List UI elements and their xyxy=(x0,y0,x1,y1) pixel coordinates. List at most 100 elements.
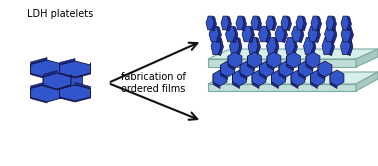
Polygon shape xyxy=(227,16,231,31)
Polygon shape xyxy=(341,37,350,55)
Polygon shape xyxy=(291,74,298,88)
Polygon shape xyxy=(330,70,344,86)
Polygon shape xyxy=(232,74,240,88)
Text: fabrication of
ordered films: fabrication of ordered films xyxy=(121,72,186,94)
Polygon shape xyxy=(266,37,276,55)
Polygon shape xyxy=(218,37,223,56)
Polygon shape xyxy=(332,26,337,43)
Polygon shape xyxy=(209,26,219,42)
Polygon shape xyxy=(318,61,332,77)
Polygon shape xyxy=(279,61,293,77)
Polygon shape xyxy=(299,61,313,77)
Polygon shape xyxy=(279,65,286,80)
Polygon shape xyxy=(206,16,214,30)
Polygon shape xyxy=(228,52,242,68)
Polygon shape xyxy=(306,56,313,71)
Polygon shape xyxy=(311,74,318,88)
Polygon shape xyxy=(31,84,64,102)
Polygon shape xyxy=(31,82,64,103)
Polygon shape xyxy=(311,70,324,86)
Polygon shape xyxy=(322,37,332,55)
Polygon shape xyxy=(221,61,234,77)
Polygon shape xyxy=(48,70,82,91)
Polygon shape xyxy=(266,16,274,30)
Polygon shape xyxy=(211,37,221,55)
Polygon shape xyxy=(341,16,349,30)
Polygon shape xyxy=(299,26,304,43)
Polygon shape xyxy=(296,16,304,30)
Polygon shape xyxy=(271,74,279,88)
Polygon shape xyxy=(282,26,288,43)
Polygon shape xyxy=(267,56,274,71)
Polygon shape xyxy=(292,37,297,56)
Polygon shape xyxy=(324,26,335,42)
Polygon shape xyxy=(208,59,356,67)
Polygon shape xyxy=(43,73,71,89)
Polygon shape xyxy=(221,65,228,80)
Polygon shape xyxy=(348,26,353,43)
Polygon shape xyxy=(216,26,222,43)
Polygon shape xyxy=(287,52,301,68)
Polygon shape xyxy=(31,58,64,79)
Polygon shape xyxy=(213,74,220,88)
Polygon shape xyxy=(304,37,313,55)
Polygon shape xyxy=(212,16,217,31)
Polygon shape xyxy=(248,37,258,55)
Polygon shape xyxy=(249,26,254,43)
Polygon shape xyxy=(311,16,319,30)
Polygon shape xyxy=(299,65,305,80)
Polygon shape xyxy=(229,37,240,55)
Polygon shape xyxy=(326,16,334,30)
Polygon shape xyxy=(275,26,285,42)
Polygon shape xyxy=(59,61,91,77)
Polygon shape xyxy=(208,84,356,91)
Polygon shape xyxy=(242,16,246,31)
Polygon shape xyxy=(251,16,259,30)
Polygon shape xyxy=(281,16,289,30)
Polygon shape xyxy=(232,70,246,86)
Polygon shape xyxy=(317,16,322,31)
Polygon shape xyxy=(260,61,273,77)
Polygon shape xyxy=(347,16,352,31)
Polygon shape xyxy=(311,37,316,56)
Polygon shape xyxy=(213,70,227,86)
Polygon shape xyxy=(240,65,247,80)
Polygon shape xyxy=(242,26,252,42)
Polygon shape xyxy=(221,16,229,30)
Polygon shape xyxy=(347,37,353,56)
Polygon shape xyxy=(330,74,337,88)
Polygon shape xyxy=(329,37,335,56)
Polygon shape xyxy=(248,56,254,71)
Polygon shape xyxy=(257,16,262,31)
Polygon shape xyxy=(306,52,320,68)
Polygon shape xyxy=(59,83,91,102)
Polygon shape xyxy=(43,71,71,90)
Polygon shape xyxy=(315,26,321,43)
Polygon shape xyxy=(285,37,295,55)
Polygon shape xyxy=(302,16,307,31)
Polygon shape xyxy=(287,16,291,31)
Polygon shape xyxy=(252,70,266,86)
Polygon shape xyxy=(287,56,293,71)
Polygon shape xyxy=(59,59,91,78)
Polygon shape xyxy=(48,72,82,90)
Polygon shape xyxy=(252,74,259,88)
Polygon shape xyxy=(274,37,279,56)
Polygon shape xyxy=(291,26,302,42)
Polygon shape xyxy=(271,70,285,86)
Polygon shape xyxy=(356,49,378,67)
Polygon shape xyxy=(228,56,235,71)
Polygon shape xyxy=(226,26,235,42)
Polygon shape xyxy=(266,26,271,43)
Polygon shape xyxy=(237,37,242,56)
Polygon shape xyxy=(341,26,351,42)
Polygon shape xyxy=(291,70,305,86)
Polygon shape xyxy=(259,26,268,42)
Polygon shape xyxy=(255,37,260,56)
Polygon shape xyxy=(31,60,64,78)
Polygon shape xyxy=(248,52,262,68)
Polygon shape xyxy=(267,52,281,68)
Polygon shape xyxy=(208,49,378,59)
Polygon shape xyxy=(240,61,254,77)
Polygon shape xyxy=(318,65,325,80)
